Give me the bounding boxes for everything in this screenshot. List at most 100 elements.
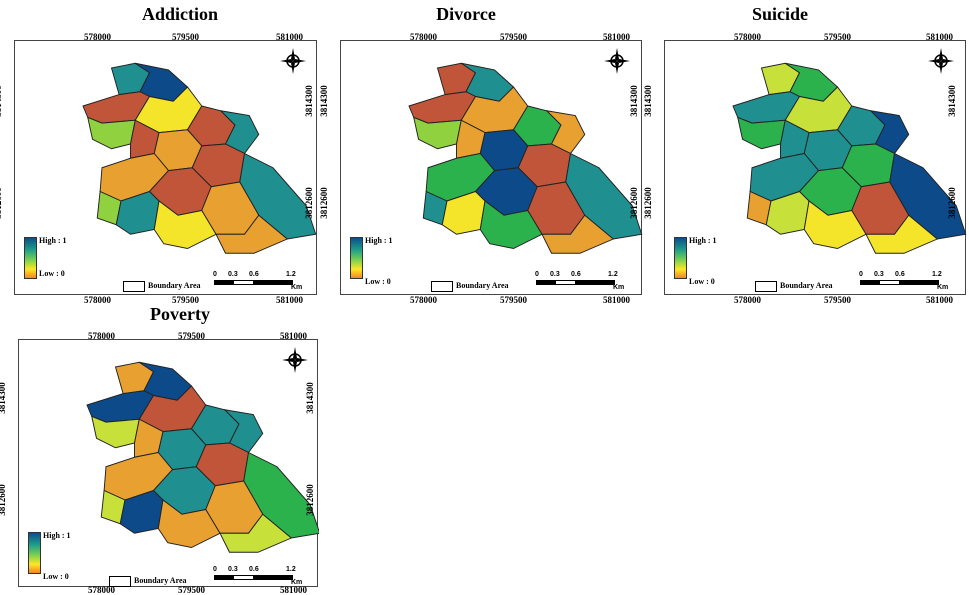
boundary-label: Boundary Area — [134, 576, 187, 585]
y-tick-label: 3812600 — [0, 484, 7, 516]
x-tick-label: 579500 — [500, 32, 527, 42]
map-frame: High : 1 Low : 0 Boundary Area 0 0.3 0.6… — [664, 40, 967, 295]
scale-bar — [860, 280, 939, 285]
y-tick-label: 3812600 — [946, 187, 957, 219]
boundary-label: Boundary Area — [780, 281, 833, 290]
y-tick-label: 3814300 — [642, 85, 653, 117]
district-polygon — [219, 513, 293, 553]
boundary-label: Boundary Area — [148, 281, 201, 290]
x-tick-label: 579500 — [824, 32, 851, 42]
map-frame: High : 1 Low : 0 Boundary Area 0 0.3 0.6… — [340, 40, 643, 295]
district-polygon — [541, 214, 615, 254]
scale-label: 0 — [213, 271, 217, 278]
north-arrow-icon — [928, 48, 954, 74]
x-tick-label: 579500 — [824, 295, 851, 305]
map-title: Poverty — [150, 304, 210, 324]
legend-low: Low : 0 — [365, 277, 391, 286]
x-tick-label: 581000 — [603, 295, 630, 305]
legend-gradient — [674, 237, 687, 279]
scale-unit: Km — [613, 284, 625, 291]
legend-low: Low : 0 — [689, 277, 715, 286]
choropleth — [408, 62, 643, 254]
scale-label: 1.2 — [608, 271, 618, 278]
scale-label: 1.2 — [286, 566, 296, 573]
district-polygon — [215, 214, 289, 254]
scale-label: 0 — [213, 566, 217, 573]
y-tick-label: 3812600 — [628, 187, 639, 219]
x-tick-label: 578000 — [84, 32, 111, 42]
y-tick-label: 3814300 — [628, 85, 639, 117]
scale-label: 0.6 — [249, 271, 259, 278]
scale-label: 0.6 — [895, 271, 905, 278]
x-tick-label: 581000 — [926, 32, 953, 42]
scale-label: 0.3 — [228, 566, 238, 573]
boundary-label: Boundary Area — [456, 281, 509, 290]
district-polygon — [87, 116, 136, 150]
scale-bar — [214, 280, 293, 285]
y-tick-label: 3814300 — [303, 85, 314, 117]
x-tick-label: 579500 — [178, 585, 205, 595]
y-tick-label: 3812600 — [0, 187, 3, 219]
north-arrow-icon — [604, 48, 630, 74]
district-polygon — [479, 200, 543, 249]
map-title: Addiction — [141, 4, 219, 24]
scale-bar — [214, 575, 293, 580]
y-tick-label: 3812600 — [318, 187, 329, 219]
scale-label: 0 — [535, 271, 539, 278]
boundary-swatch — [123, 281, 145, 292]
legend-high: High : 1 — [39, 236, 67, 245]
y-tick-label: 3814300 — [304, 382, 315, 414]
map-title: Suicide — [751, 4, 808, 24]
legend-gradient — [24, 237, 37, 279]
x-tick-label: 578000 — [410, 32, 437, 42]
x-tick-label: 581000 — [280, 331, 307, 341]
y-tick-label: 3814300 — [0, 382, 7, 414]
y-tick-label: 3812600 — [642, 187, 653, 219]
scale-bar — [536, 280, 615, 285]
scale-label: 1.2 — [932, 271, 942, 278]
legend-high: High : 1 — [365, 236, 393, 245]
district-polygon — [91, 415, 140, 449]
x-tick-label: 578000 — [734, 32, 761, 42]
x-tick-label: 579500 — [172, 295, 199, 305]
legend-gradient — [350, 237, 363, 279]
district-polygon — [153, 200, 217, 249]
district-polygon — [157, 499, 221, 548]
scale-label: 0.6 — [249, 566, 259, 573]
x-tick-label: 581000 — [276, 32, 303, 42]
boundary-swatch — [755, 281, 777, 292]
x-tick-label: 579500 — [172, 32, 199, 42]
district-polygon — [413, 116, 462, 150]
north-arrow-icon — [282, 347, 308, 373]
x-tick-label: 579500 — [178, 331, 205, 341]
scale-label: 0.3 — [228, 271, 238, 278]
legend-high: High : 1 — [43, 531, 71, 540]
district-polygon — [737, 116, 786, 150]
district-polygon — [865, 214, 939, 254]
x-tick-label: 578000 — [734, 295, 761, 305]
legend-low: Low : 0 — [43, 572, 69, 581]
scale-unit: Km — [291, 579, 303, 586]
x-tick-label: 578000 — [410, 295, 437, 305]
choropleth — [732, 62, 967, 254]
map-frame: High : 1 Low : 0 Boundary Area 0 0.3 0.6… — [18, 339, 319, 587]
boundary-swatch — [109, 576, 131, 587]
y-tick-label: 3812600 — [303, 187, 314, 219]
scale-label: 0.3 — [550, 271, 560, 278]
scale-label: 0.3 — [874, 271, 884, 278]
x-tick-label: 578000 — [88, 331, 115, 341]
scale-unit: Km — [291, 284, 303, 291]
x-tick-label: 579500 — [500, 295, 527, 305]
scale-label: 0 — [859, 271, 863, 278]
legend-high: High : 1 — [689, 236, 717, 245]
district-polygon — [803, 200, 867, 249]
y-tick-label: 3814300 — [0, 85, 3, 117]
north-arrow-icon — [280, 48, 306, 74]
x-tick-label: 581000 — [276, 295, 303, 305]
legend-low: Low : 0 — [39, 269, 65, 278]
x-tick-label: 578000 — [84, 295, 111, 305]
boundary-swatch — [431, 281, 453, 292]
choropleth — [82, 62, 317, 254]
x-tick-label: 581000 — [926, 295, 953, 305]
scale-label: 1.2 — [286, 271, 296, 278]
